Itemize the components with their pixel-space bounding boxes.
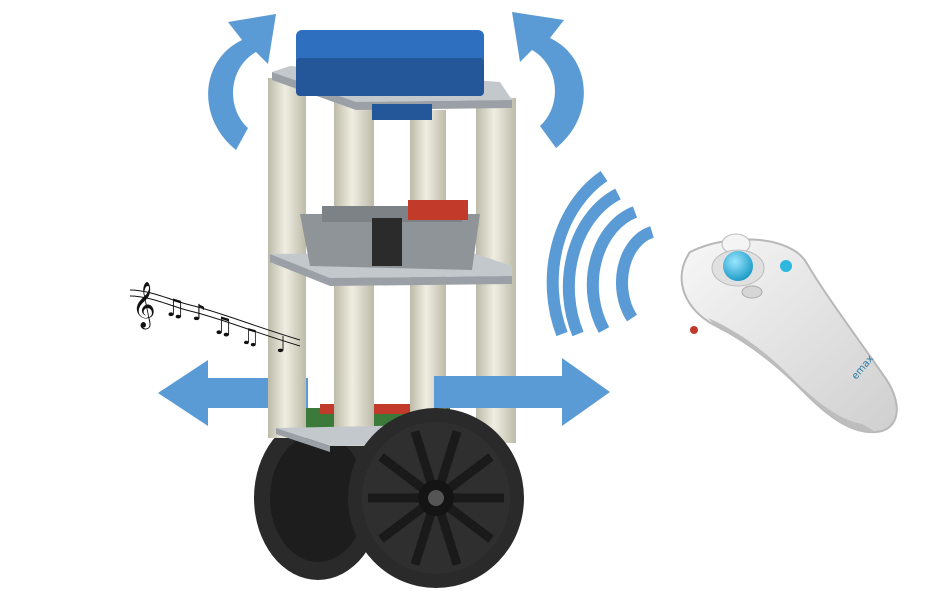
svg-text:𝄞: 𝄞 [132,282,156,330]
wheel-spoke [446,503,494,543]
svg-text:♩: ♩ [276,333,286,358]
trackball-remote: emax [680,233,898,434]
wheel-spoke [436,511,462,566]
curved-arrow-clockwise-icon [512,12,584,148]
wireless-signal-icon [546,171,655,337]
arrow-left-icon [158,360,308,426]
wheel-spoke [436,430,462,485]
wheel-spoke [378,503,426,543]
wheel-spoke [446,453,494,493]
arrow-right-icon [434,358,610,426]
curved-arrow-counterclockwise-icon [208,14,276,150]
front-wheel [348,408,524,588]
wheel-spoke [410,430,436,485]
music-notes-icon: 𝄞 ♫ ♪ ♫ ♫ ♩ [129,282,301,358]
electronics-enclosure [296,30,484,120]
wheel-spoke [378,453,426,493]
wheel-spoke [410,511,436,566]
svg-text:♫: ♫ [212,312,234,340]
svg-text:♪: ♪ [192,301,206,326]
battery-pack [300,200,480,270]
svg-text:♫: ♫ [164,294,186,322]
rear-wheel [254,416,382,580]
svg-text:♫: ♫ [240,325,260,350]
